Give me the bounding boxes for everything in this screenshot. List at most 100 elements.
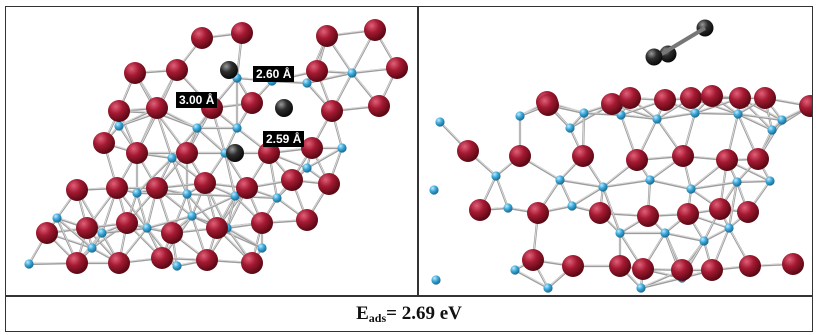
metal-atom (36, 222, 58, 244)
light-atom (272, 193, 282, 203)
bond (195, 126, 227, 155)
metal-atom (126, 142, 148, 164)
bond-highlight (694, 112, 739, 114)
bond-highlight (664, 232, 705, 241)
atom-layer (429, 85, 812, 293)
metal-atom (619, 87, 641, 109)
metal-atom (236, 177, 258, 199)
metal-atom (146, 97, 168, 119)
bond-highlight (602, 186, 621, 233)
metal-atom (572, 145, 594, 167)
bond (558, 178, 605, 189)
caption-divider (5, 295, 813, 297)
bond-highlight (146, 215, 193, 228)
metal-atom (231, 22, 253, 44)
bond-highlight (156, 112, 173, 158)
bond (513, 268, 550, 290)
light-atom (142, 223, 152, 233)
light-atom (435, 117, 445, 127)
bond (689, 180, 739, 191)
adsorbate-bond (658, 26, 707, 57)
light-atom (733, 109, 743, 119)
metal-atom (562, 255, 584, 277)
light-atom (87, 243, 97, 253)
light-atom (777, 115, 787, 125)
metal-atom (106, 177, 128, 199)
metal-atom (368, 95, 390, 117)
metal-atom (191, 27, 213, 49)
metal-atom (527, 202, 549, 224)
bond (601, 178, 652, 189)
metal-atom (637, 205, 659, 227)
metal-atom (116, 212, 138, 234)
metal-atom (709, 198, 731, 220)
light-atom (187, 211, 197, 221)
metal-atom (522, 249, 544, 271)
metal-atom (108, 100, 130, 122)
light-atom (510, 265, 520, 275)
metal-atom (176, 142, 198, 164)
metal-atom (671, 259, 693, 281)
light-atom (636, 283, 646, 293)
bond-highlight (737, 113, 773, 130)
bond-highlight (736, 180, 771, 182)
light-atom (491, 171, 501, 181)
distance-label-2-59: 2.59 Å (263, 131, 305, 147)
bond (55, 216, 94, 250)
metal-atom (146, 177, 168, 199)
metal-atom (66, 252, 88, 274)
metal-atom (654, 89, 676, 111)
bond (582, 111, 623, 117)
bond (190, 194, 237, 218)
bond (185, 192, 237, 198)
light-atom (555, 175, 565, 185)
metal-atom (782, 253, 804, 275)
light-atom (660, 228, 670, 238)
bond (305, 146, 344, 170)
bond-highlight (196, 127, 226, 153)
bond-highlight (226, 195, 236, 228)
metal-atom (457, 140, 479, 162)
light-atom (429, 185, 439, 195)
energy-subscript: ads (368, 311, 387, 325)
light-atom (232, 123, 242, 133)
bond-highlight (571, 186, 604, 206)
bond-highlight (737, 113, 783, 120)
light-atom (543, 283, 553, 293)
bond-highlight (649, 179, 692, 189)
metal-atom (609, 255, 631, 277)
bond-highlight (602, 179, 651, 187)
metal-atom (601, 93, 623, 115)
metal-atom (316, 25, 338, 47)
metal-atom (701, 259, 723, 281)
energy-value: = 2.69 eV (386, 303, 462, 324)
metal-atom (93, 132, 115, 154)
bond-highlight (136, 192, 148, 228)
light-atom (52, 213, 62, 223)
light-atom (579, 108, 589, 118)
metal-atom (737, 201, 759, 223)
bond (693, 111, 740, 116)
metal-atom (701, 85, 723, 107)
metal-atom (108, 252, 130, 274)
distance-label-3-00: 3.00 Å (176, 92, 218, 108)
bond (655, 111, 697, 121)
metal-atom (318, 173, 340, 195)
metal-atom (321, 100, 343, 122)
light-atom (690, 108, 700, 118)
bond-highlight (224, 152, 236, 196)
light-atom (615, 228, 625, 238)
light-atom (347, 68, 357, 78)
bond (145, 214, 194, 230)
light-atom (767, 125, 777, 135)
metal-atom (241, 252, 263, 274)
adsorbate-atom (220, 61, 238, 79)
metal-atom (281, 169, 303, 191)
light-atom (230, 191, 240, 201)
bond (736, 112, 784, 122)
metal-atom (301, 137, 323, 159)
bond-highlight (186, 193, 236, 196)
bond (736, 112, 774, 132)
bond-highlight (690, 181, 738, 189)
light-atom (686, 184, 696, 194)
